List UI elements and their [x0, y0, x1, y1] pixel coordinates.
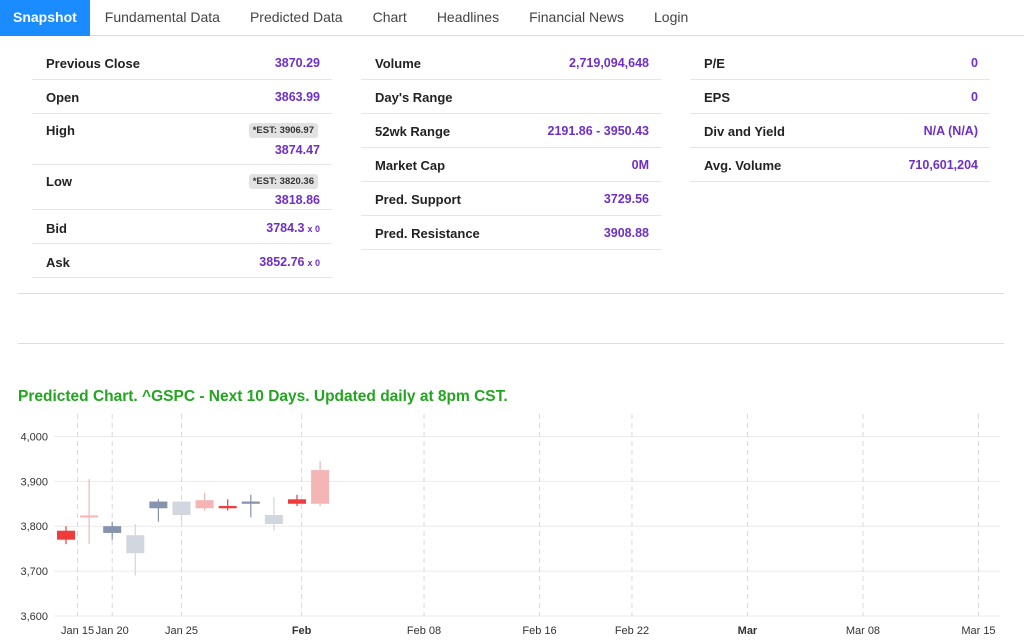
candle-body	[80, 515, 99, 518]
y-tick-label: 3,800	[20, 521, 48, 533]
row-high: High *EST: 3906.97 3874.47	[32, 114, 332, 165]
previous-close-label: Previous Close	[46, 56, 140, 71]
row-52wk-range: 52wk Range 2191.86 - 3950.43	[361, 114, 661, 148]
candle-body	[195, 500, 214, 509]
div-yield-label: Div and Yield	[704, 124, 785, 139]
row-pred-resistance: Pred. Resistance 3908.88	[361, 216, 661, 250]
row-pe: P/E 0	[690, 46, 990, 80]
row-bid: Bid 3784.3 x 0	[32, 210, 332, 244]
bid-value: 3784.3	[266, 221, 305, 235]
chart-title: Predicted Chart. ^GSPC - Next 10 Days. U…	[18, 388, 508, 405]
ask-label: Ask	[46, 255, 70, 270]
x-tick-label: Feb 22	[615, 625, 649, 637]
row-previous-close: Previous Close 3870.29	[32, 46, 332, 80]
open-label: Open	[46, 90, 80, 105]
tab-fundamental-data[interactable]: Fundamental Data	[104, 9, 220, 25]
x-tick-label: Jan 20	[96, 625, 129, 637]
row-volume: Volume 2,719,094,648	[361, 46, 661, 80]
eps-value: 0	[971, 90, 978, 104]
y-tick-label: 4,000	[20, 431, 48, 443]
candle-body	[103, 526, 122, 533]
candle-body	[311, 470, 330, 504]
row-market-cap: Market Cap 0M	[361, 148, 661, 182]
low-value: 3818.86	[274, 193, 320, 207]
candle-body	[149, 501, 168, 509]
y-tick-label: 3,900	[20, 476, 48, 488]
row-div-yield: Div and Yield N/A (N/A)	[690, 114, 990, 148]
row-days-range: Day's Range	[361, 80, 661, 114]
tab-financial-news[interactable]: Financial News	[529, 9, 625, 25]
ask-value: 3852.76	[259, 255, 305, 269]
low-label: Low	[46, 174, 72, 189]
high-label: High	[46, 123, 75, 138]
x-tick-label: Feb 16	[522, 625, 556, 637]
high-value: 3874.47	[274, 143, 320, 157]
predicted-candlestick-chart: 3,600 3,700 3,800 3,900 4,000 Jan 15 Jan 20 Jan…	[20, 414, 1000, 637]
ask-size: x 0	[307, 258, 320, 268]
pred-resistance-label: Pred. Resistance	[375, 226, 480, 241]
tab-predicted-data[interactable]: Predicted Data	[249, 9, 343, 25]
pred-support-value: 3729.56	[603, 192, 649, 206]
high-est-badge: *EST: 3906.97	[248, 123, 318, 138]
row-avg-volume: Avg. Volume 710,601,204	[690, 148, 990, 182]
avg-volume-value: 710,601,204	[908, 158, 978, 172]
row-low: Low *EST: 3820.36 3818.86	[32, 165, 332, 210]
tab-snapshot[interactable]: Snapshot	[0, 0, 90, 36]
volume-value: 2,719,094,648	[569, 56, 649, 70]
eps-label: EPS	[704, 90, 731, 105]
x-tick-label: Feb	[292, 625, 312, 637]
candle-body	[241, 501, 260, 504]
row-ask: Ask 3852.76 x 0	[32, 244, 332, 278]
open-value: 3863.99	[274, 90, 320, 104]
y-tick-label: 3,600	[20, 611, 48, 623]
low-est-badge: *EST: 3820.36	[248, 174, 318, 189]
row-open: Open 3863.99	[32, 80, 332, 114]
x-tick-label: Jan 25	[165, 625, 198, 637]
bid-size: x 0	[307, 224, 320, 234]
tab-headlines[interactable]: Headlines	[436, 9, 500, 25]
candle-body	[288, 499, 306, 504]
section-divider	[18, 343, 1004, 344]
pe-value: 0	[971, 56, 978, 70]
tab-login[interactable]: Login	[654, 9, 689, 25]
y-tick-label: 3,700	[20, 566, 48, 578]
volume-label: Volume	[375, 56, 421, 71]
candle-body	[57, 530, 75, 540]
pred-resistance-value: 3908.88	[603, 226, 649, 240]
x-tick-label: Mar 15	[961, 625, 995, 637]
bid-label: Bid	[46, 221, 67, 236]
bid-value-group: 3784.3 x 0	[266, 221, 320, 235]
x-tick-label: Feb 08	[407, 625, 441, 637]
top-nav: Snapshot Fundamental Data Predicted Data…	[0, 0, 1024, 36]
pred-support-label: Pred. Support	[375, 192, 461, 207]
row-pred-support: Pred. Support 3729.56	[361, 182, 661, 216]
52wk-range-label: 52wk Range	[375, 124, 451, 139]
market-cap-label: Market Cap	[375, 158, 446, 173]
candle-body	[172, 501, 191, 515]
days-range-label: Day's Range	[375, 90, 453, 105]
x-tick-label: Jan 15	[61, 625, 94, 637]
candle-body	[126, 535, 145, 554]
quote-column-1: Previous Close 3870.29 Open 3863.99 High…	[32, 46, 332, 278]
market-cap-value: 0M	[631, 158, 649, 172]
52wk-range-value: 2191.86 - 3950.43	[547, 124, 649, 138]
candle-body	[218, 506, 237, 509]
div-yield-value: N/A (N/A)	[923, 124, 978, 138]
ask-value-group: 3852.76 x 0	[259, 255, 320, 269]
quote-column-2: Volume 2,719,094,648 Day's Range 52wk Ra…	[361, 46, 661, 250]
row-eps: EPS 0	[690, 80, 990, 114]
section-divider	[18, 293, 1004, 294]
quote-column-3: P/E 0 EPS 0 Div and Yield N/A (N/A) Avg.…	[690, 46, 990, 182]
tab-chart[interactable]: Chart	[372, 9, 407, 25]
previous-close-value: 3870.29	[274, 56, 320, 70]
x-tick-label: Mar 08	[846, 625, 880, 637]
x-tick-label: Mar	[738, 625, 758, 637]
avg-volume-label: Avg. Volume	[704, 158, 782, 173]
pe-label: P/E	[704, 56, 725, 71]
candle-body	[264, 515, 283, 524]
